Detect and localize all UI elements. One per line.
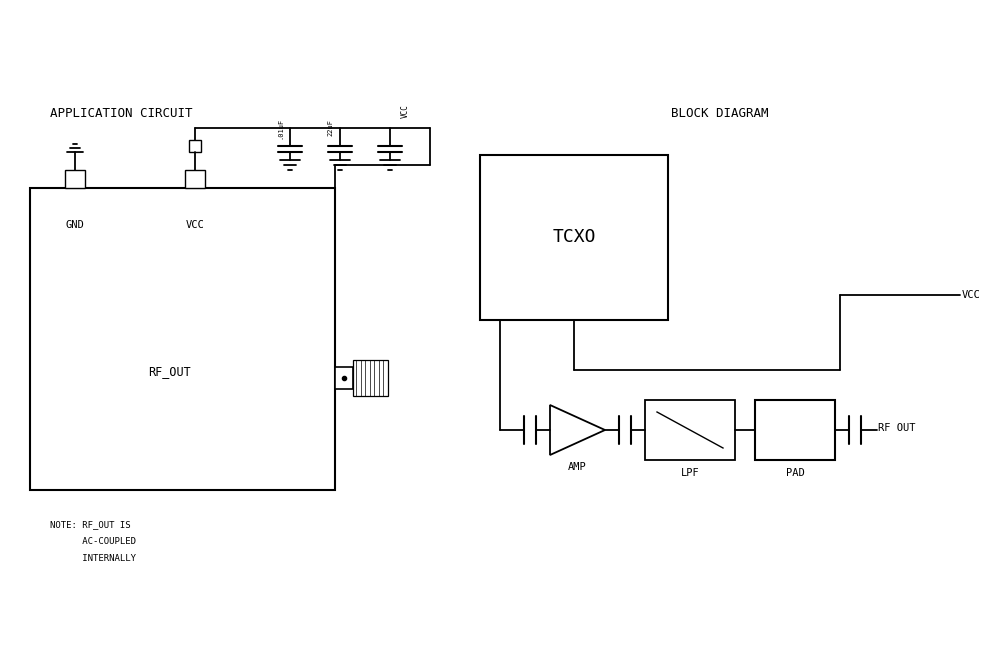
Text: VCC: VCC — [400, 104, 410, 118]
Bar — [335, 367, 353, 389]
Bar — [645, 400, 735, 460]
Text: TCXO: TCXO — [552, 229, 596, 247]
Bar — [189, 140, 201, 152]
Bar — [30, 188, 335, 490]
Text: LPF: LPF — [681, 468, 699, 478]
Bar — [65, 170, 85, 188]
Text: BLOCK DIAGRAM: BLOCK DIAGRAM — [671, 107, 769, 120]
Text: RF_OUT: RF_OUT — [148, 366, 191, 378]
Text: NOTE: RF_OUT IS: NOTE: RF_OUT IS — [50, 520, 131, 529]
Text: VCC: VCC — [186, 220, 204, 230]
Bar — [185, 170, 205, 188]
Bar — [755, 400, 835, 460]
Polygon shape — [550, 405, 605, 455]
Bar — [353, 360, 388, 396]
Text: AMP: AMP — [568, 462, 587, 472]
Text: PAD: PAD — [786, 468, 804, 478]
Text: INTERNALLY: INTERNALLY — [50, 554, 136, 563]
Text: 22uF: 22uF — [327, 119, 333, 137]
Text: VCC: VCC — [962, 290, 981, 300]
Text: APPLICATION CIRCUIT: APPLICATION CIRCUIT — [50, 107, 192, 120]
Text: RF OUT: RF OUT — [878, 423, 916, 433]
Text: AC-COUPLED: AC-COUPLED — [50, 537, 136, 546]
Bar — [480, 155, 668, 320]
Text: GND: GND — [66, 220, 84, 230]
Text: .01uF: .01uF — [277, 117, 283, 139]
